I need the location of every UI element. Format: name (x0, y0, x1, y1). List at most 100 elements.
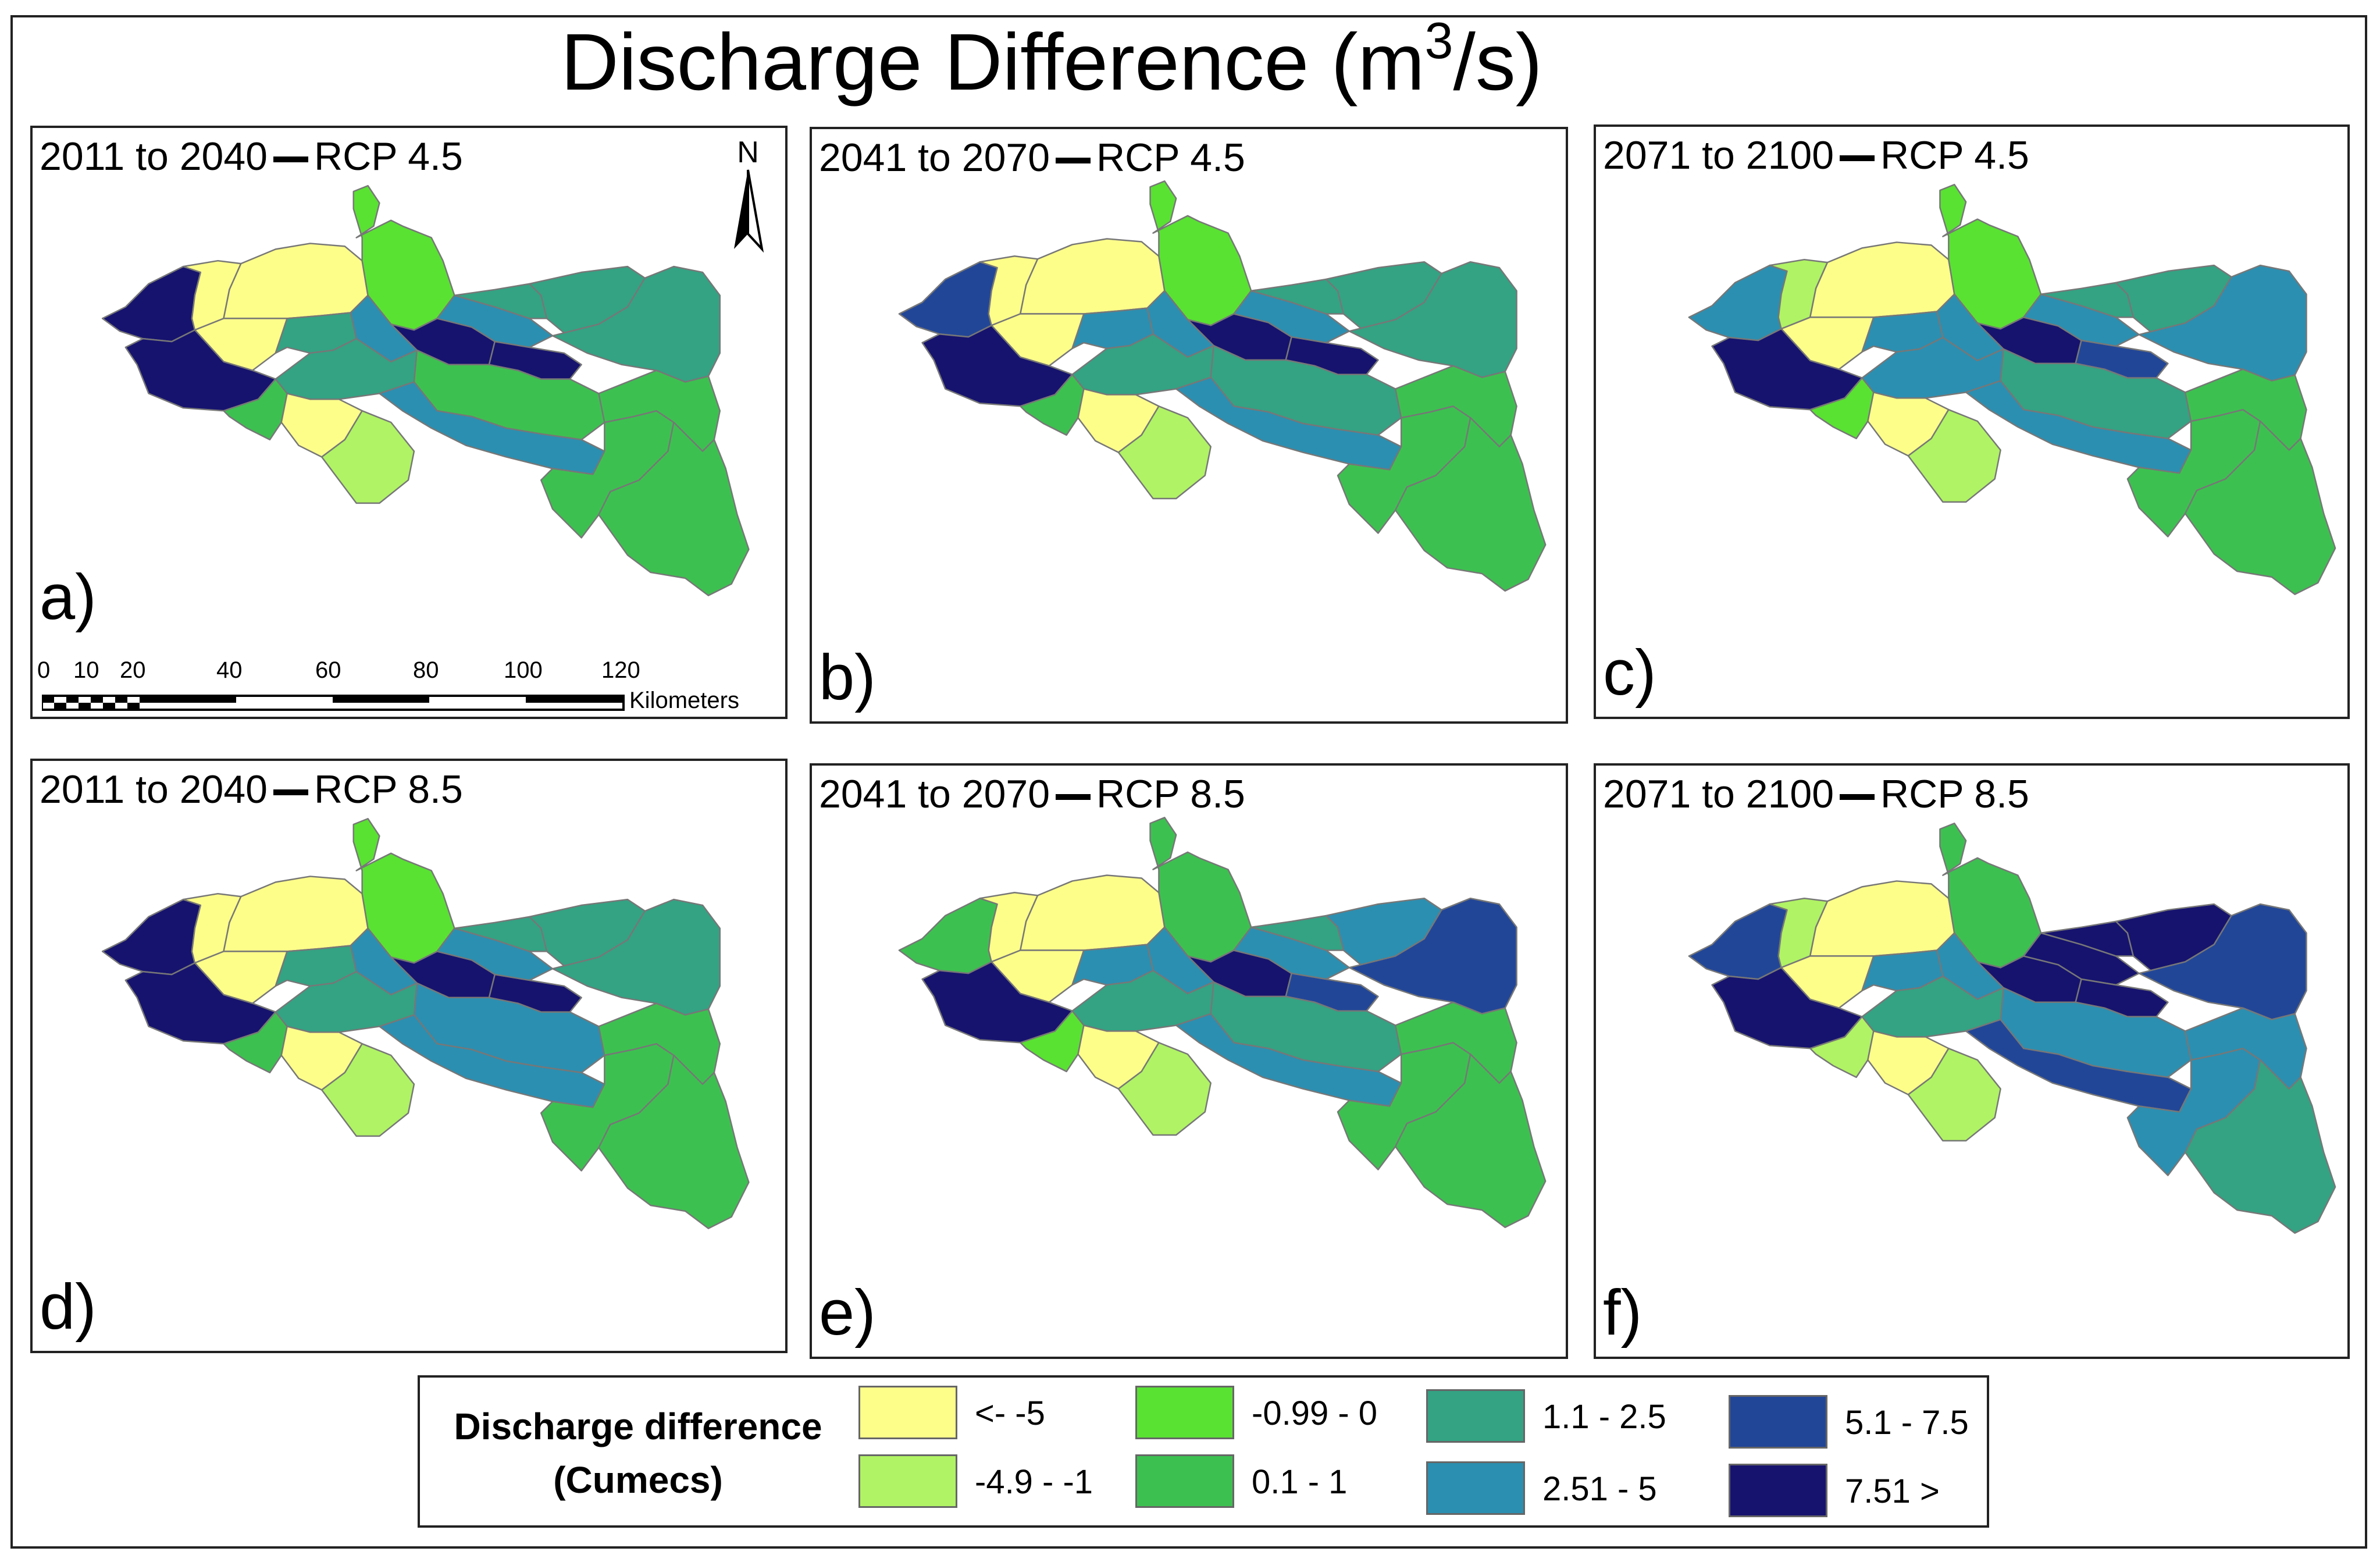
panel-label: e) (819, 1277, 876, 1348)
legend-label: 5.1 - 7.5 (1845, 1404, 1969, 1442)
panel-title: 2011 to 2040 RCP 4.5 (40, 134, 463, 179)
map-panel-c: 2071 to 2100 RCP 4.5 c) (1594, 124, 2350, 719)
figure-frame (10, 15, 2367, 1549)
sub-basin (1907, 1047, 2001, 1142)
basin-map (101, 184, 750, 596)
panel-period: 2041 to 2070 (819, 136, 1050, 180)
panel-label: b) (819, 642, 876, 713)
legend-label: 2.51 - 5 (1542, 1470, 1657, 1508)
sub-basin (1907, 408, 2001, 503)
north-label: N (737, 136, 759, 169)
scale-tick: 120 (601, 657, 640, 683)
map-panel-b: 2041 to 2070 RCP 4.5 b) (810, 127, 1568, 724)
panel-label: a) (40, 561, 97, 633)
panel-title: 2041 to 2070 RCP 8.5 (819, 771, 1245, 817)
legend-label: -4.9 - -1 (975, 1463, 1093, 1501)
panel-scenario: RCP 8.5 (1880, 772, 2029, 816)
panel-title-dash (1840, 794, 1875, 800)
scale-tick: 0 (37, 657, 51, 683)
panel-label: d) (40, 1271, 97, 1343)
sub-basin (898, 897, 998, 974)
legend-swatch (1426, 1389, 1525, 1443)
basin-map (898, 817, 1547, 1228)
legend-swatch (1729, 1395, 1827, 1449)
panel-scenario: RCP 4.5 (314, 134, 463, 179)
map-panel-a: 2011 to 2040 RCP 4.5 a) (30, 126, 788, 719)
scale-unit: Kilometers (629, 688, 739, 713)
sub-basin (1117, 1042, 1212, 1136)
sub-basin (1394, 1053, 1547, 1228)
panel-title: 2071 to 2100 RCP 4.5 (1603, 133, 2029, 178)
sub-basin (1809, 880, 1955, 957)
legend-swatch (1135, 1386, 1234, 1439)
figure-title: Discharge Difference (m3/s) (561, 12, 1542, 107)
sub-basin (1117, 405, 1212, 500)
sub-basin (598, 421, 750, 596)
sub-basin (598, 1054, 750, 1229)
legend-title: Discharge difference (Cumecs) (420, 1400, 856, 1507)
legend-label: 7.51 > (1845, 1472, 1940, 1510)
legend-swatch (1426, 1461, 1525, 1515)
legend-label: 0.1 - 1 (1252, 1463, 1348, 1501)
sub-basin (898, 261, 998, 338)
panel-label: f) (1603, 1277, 1643, 1348)
panel-title-dash (1056, 158, 1091, 164)
panel-title: 2041 to 2070 RCP 4.5 (819, 135, 1245, 180)
scale-tick: 100 (504, 657, 543, 683)
panel-scenario: RCP 4.5 (1880, 133, 2029, 177)
legend-label: -0.99 - 0 (1252, 1394, 1377, 1432)
legend-title-line2: (Cumecs) (553, 1459, 723, 1501)
sub-basin (320, 1042, 415, 1137)
panel-period: 2011 to 2040 (40, 134, 268, 179)
sub-basin (223, 876, 369, 952)
panel-scenario: RCP 8.5 (314, 767, 463, 812)
scale-tick: 20 (120, 657, 146, 683)
panel-period: 2041 to 2070 (819, 772, 1050, 816)
panel-title-dash (1056, 794, 1091, 800)
sub-basin (2184, 1059, 2336, 1234)
basin-map (1688, 822, 2336, 1234)
sub-basin (320, 410, 415, 504)
scale-tick: 60 (315, 657, 341, 683)
north-arrow-icon (734, 169, 764, 253)
basin-map (101, 817, 750, 1229)
scale-tick: 40 (216, 657, 243, 683)
panel-title-dash (1840, 155, 1875, 162)
legend-swatch (1729, 1464, 1827, 1517)
panel-scenario: RCP 8.5 (1096, 772, 1245, 816)
panel-title-dash (273, 156, 308, 163)
panel-title: 2011 to 2040 RCP 8.5 (40, 767, 463, 812)
sub-basin (1020, 874, 1166, 951)
panel-period: 2071 to 2100 (1603, 133, 1834, 177)
legend: Discharge difference (Cumecs) <- -5 -4.9 … (418, 1375, 1989, 1528)
map-panel-e: 2041 to 2070 RCP 8.5 e) (810, 763, 1568, 1359)
sub-basin (101, 265, 202, 343)
sub-basin (2184, 420, 2336, 595)
basin-map (898, 180, 1547, 592)
panel-period: 2011 to 2040 (40, 767, 268, 812)
sub-basin (1688, 903, 1788, 980)
basin-map (1688, 183, 2336, 595)
sub-basin (101, 898, 202, 976)
scale-tick: 10 (73, 657, 99, 683)
sub-basin (223, 243, 369, 319)
legend-label: <- -5 (975, 1394, 1045, 1432)
panel-scenario: RCP 4.5 (1096, 136, 1245, 180)
panel-label: c) (1603, 637, 1656, 709)
scale-tick: 80 (413, 657, 439, 683)
north-arrow: N (719, 135, 777, 257)
panel-title: 2071 to 2100 RCP 8.5 (1603, 771, 2029, 817)
panel-title-dash (273, 789, 308, 796)
scale-bar-graphic (42, 695, 625, 711)
legend-swatch (1135, 1454, 1234, 1508)
sub-basin (1688, 264, 1788, 341)
sub-basin (1020, 238, 1166, 315)
scale-bar: 0 10 20 40 60 80 100 120 Kilometers (37, 657, 774, 716)
map-panel-f: 2071 to 2100 RCP 8.5 f) (1594, 763, 2350, 1359)
legend-swatch (858, 1386, 957, 1439)
legend-title-line1: Discharge difference (454, 1406, 822, 1447)
sub-basin (1394, 417, 1547, 592)
legend-label: 1.1 - 2.5 (1542, 1398, 1666, 1436)
panel-period: 2071 to 2100 (1603, 772, 1834, 816)
sub-basin (1809, 241, 1955, 318)
